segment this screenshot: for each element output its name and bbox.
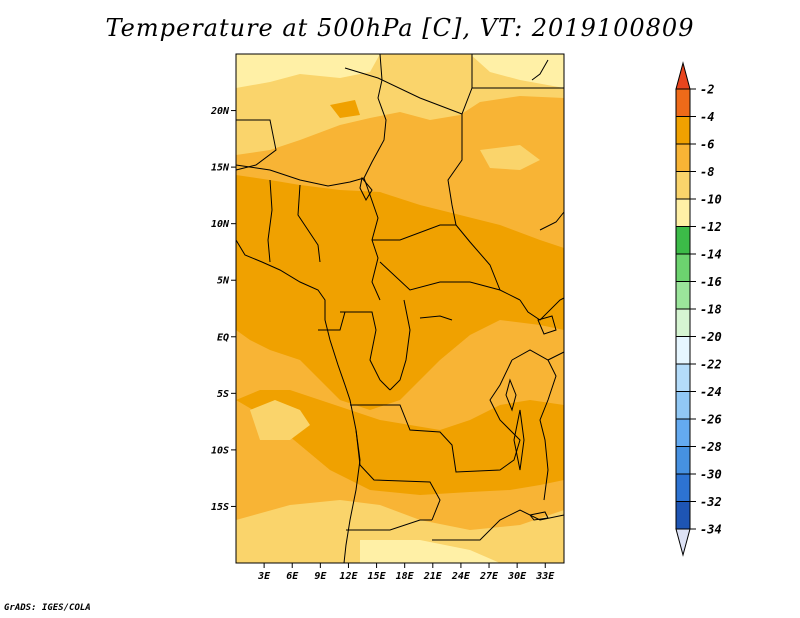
colorbar-label: -24	[700, 385, 722, 399]
lon-tick-label: 21E	[423, 571, 443, 582]
colorbar-label: -18	[700, 303, 722, 317]
latitude-axis: 20N 15N 10N 5N EQ 5S 10S 15S	[210, 106, 236, 513]
lon-tick-label: 3E	[257, 571, 271, 582]
colorbar-segment	[675, 281, 691, 310]
colorbar-top-cap	[675, 61, 691, 90]
colorbar-label: -2	[700, 83, 714, 97]
map-title: Temperature at 500hPa [C], VT: 201910080…	[105, 14, 695, 42]
lon-tick-label: 33E	[535, 571, 555, 582]
colorbar-label: -22	[700, 358, 722, 372]
lat-tick-label: 10N	[211, 219, 230, 230]
colorbar-segment	[675, 88, 691, 117]
colorbar-label: -6	[700, 138, 714, 152]
grads-credit: GrADS: IGES/COLA	[4, 603, 91, 613]
lon-tick-label: 12E	[339, 571, 358, 582]
colorbar-label: -12	[700, 220, 722, 234]
lon-tick-label: 27E	[479, 571, 499, 582]
colorbar-segment	[675, 446, 691, 475]
colorbar-label: -14	[700, 248, 722, 262]
temperature-field	[236, 54, 564, 563]
colorbar-bottom-cap	[675, 528, 691, 557]
colorbar-label: -30	[700, 468, 722, 482]
colorbar-segment	[675, 308, 691, 337]
lat-tick-label: 5N	[217, 276, 230, 287]
colorbar-segment	[675, 143, 691, 172]
lat-tick-label: 15N	[211, 163, 230, 174]
lon-tick-label: 9E	[314, 571, 327, 582]
colorbar-label: -10	[700, 193, 722, 207]
colorbar-segment	[675, 501, 691, 530]
colorbar-label: -16	[700, 275, 722, 289]
lon-tick-label: 18E	[396, 571, 415, 582]
lat-tick-label: EQ	[217, 332, 229, 343]
colorbar-segment	[675, 171, 691, 200]
lon-tick-label: 30E	[507, 571, 527, 582]
colorbar-label: -26	[700, 413, 722, 427]
colorbar-label: -34	[700, 523, 722, 537]
lat-tick-label: 5S	[217, 389, 229, 400]
colorbar-label: -32	[700, 495, 722, 509]
colorbar: -2 -4 -6 -8 -10 -12 -14 -16 -18 -20 -22 -24 -26 -28 -3…	[675, 61, 722, 557]
lon-tick-label: 24E	[451, 571, 471, 582]
colorbar-segment	[675, 473, 691, 502]
country-borders	[235, 53, 565, 564]
lon-tick-label: 15E	[368, 571, 387, 582]
colorbar-segment	[675, 336, 691, 365]
lon-tick-label: 6E	[286, 571, 299, 582]
colorbar-segment	[675, 253, 691, 282]
lat-tick-label: 15S	[211, 502, 229, 513]
colorbar-segment	[675, 116, 691, 145]
colorbar-label: -28	[700, 440, 722, 454]
colorbar-label: -4	[700, 110, 714, 124]
colorbar-segment	[675, 226, 691, 255]
longitude-axis: 3E 6E 9E 12E 15E 18E 21E 24E 27E 30E 33E	[257, 563, 555, 582]
lat-tick-label: 20N	[210, 106, 230, 117]
colorbar-segment	[675, 418, 691, 447]
colorbar-segment	[675, 391, 691, 420]
colorbar-label: -20	[700, 330, 722, 344]
lat-tick-label: 10S	[211, 445, 229, 456]
plot-frame	[235, 53, 565, 564]
colorbar-segment	[675, 198, 691, 227]
colorbar-segment	[675, 363, 691, 392]
colorbar-label: -8	[700, 165, 714, 179]
